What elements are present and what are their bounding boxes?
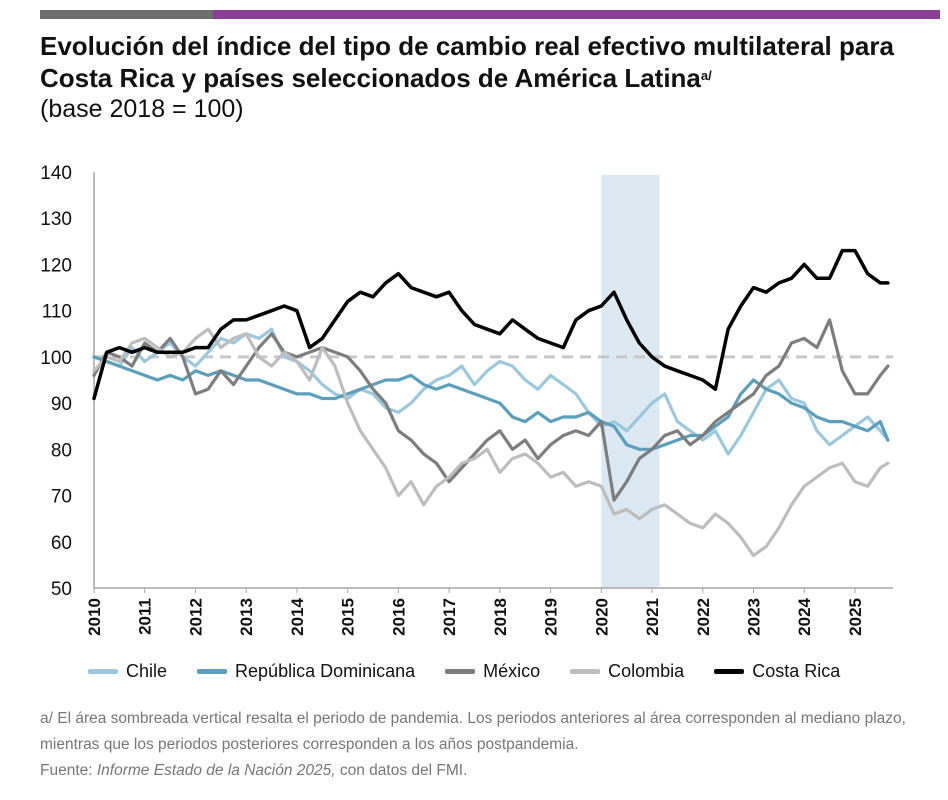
legend-item: Costa Rica (714, 661, 840, 682)
y-tick-label: 60 (51, 533, 72, 554)
legend-swatch (445, 668, 476, 674)
legend-swatch (570, 668, 601, 674)
legend-label: Chile (126, 660, 168, 681)
top-bar-gray-segment (40, 10, 213, 19)
x-tick-label: 2016 (389, 598, 408, 636)
y-tick-label: 80 (51, 440, 72, 461)
series-line-m-xico (92, 318, 890, 502)
y-tick-label: 70 (51, 487, 72, 508)
legend-label: México (483, 660, 541, 681)
x-tick-label: 2011 (136, 598, 155, 635)
y-tick-label: 130 (40, 209, 72, 230)
footnote-text: a/ El área sombreada vertical resalta el… (40, 710, 906, 753)
y-tick-label: 50 (51, 579, 72, 600)
x-tick-label: 2014 (288, 597, 307, 635)
x-tick-label: 2022 (694, 598, 713, 636)
y-tick-label: 90 (51, 394, 72, 415)
chart-title-text: Evolución del índice del tipo de cambio … (40, 31, 894, 93)
chart-notes: a/ El área sombreada vertical resalta el… (40, 706, 945, 784)
source-title: Informe Estado de la Nación 2025, (96, 762, 336, 779)
x-tick-label: 2025 (846, 598, 865, 636)
legend-swatch (714, 668, 745, 674)
x-tick-label: 2020 (592, 598, 611, 636)
legend-label: Costa Rica (752, 660, 841, 681)
pandemic-shaded-region (601, 175, 660, 588)
x-tick-label: 2021 (643, 598, 662, 636)
legend-item: República Dominicana (197, 661, 415, 682)
legend-item: Colombia (570, 661, 684, 682)
source-suffix: con datos del FMI. (335, 762, 468, 779)
legend-swatch (88, 668, 118, 674)
series-line-costa-rica (92, 248, 890, 401)
source-line: Fuente: Informe Estado de la Nación 2025… (40, 758, 945, 784)
legend-item: Chile (88, 661, 167, 682)
y-tick-label: 100 (40, 348, 72, 369)
y-tick-label: 120 (40, 255, 72, 276)
x-tick-label: 2023 (744, 598, 763, 636)
x-tick-label: 2010 (85, 598, 104, 636)
legend-item: México (445, 661, 540, 682)
top-bar-purple-segment (213, 10, 940, 19)
legend-swatch (197, 668, 228, 674)
chart-title: Evolución del índice del tipo de cambio … (40, 30, 940, 94)
series-line-colombia (92, 327, 890, 558)
top-color-bar (40, 10, 940, 19)
legend-label: Colombia (608, 660, 685, 681)
x-tick-label: 2012 (186, 598, 205, 636)
source-prefix: Fuente: (40, 762, 97, 779)
series-line-chile (92, 327, 890, 456)
legend-label: República Dominicana (235, 660, 416, 681)
x-tick-label: 2017 (440, 598, 459, 636)
chart-title-footnote-mark: a/ (700, 68, 712, 83)
x-tick-label: 2019 (542, 598, 561, 636)
x-tick-label: 2013 (237, 598, 256, 636)
x-tick-label: 2015 (339, 598, 358, 636)
chart-legend: Chile República Dominicana México Colombia C… (88, 660, 938, 682)
line-chart: 50 60 70 80 90 100 110 120 130 140 2010 2011 2012 201… (40, 163, 893, 636)
chart-subtitle: (base 2018 = 100) (40, 95, 244, 123)
y-tick-label: 140 (40, 163, 72, 184)
x-tick-label: 2018 (491, 598, 510, 636)
y-tick-label: 110 (42, 302, 72, 323)
x-tick-label: 2024 (795, 597, 814, 635)
